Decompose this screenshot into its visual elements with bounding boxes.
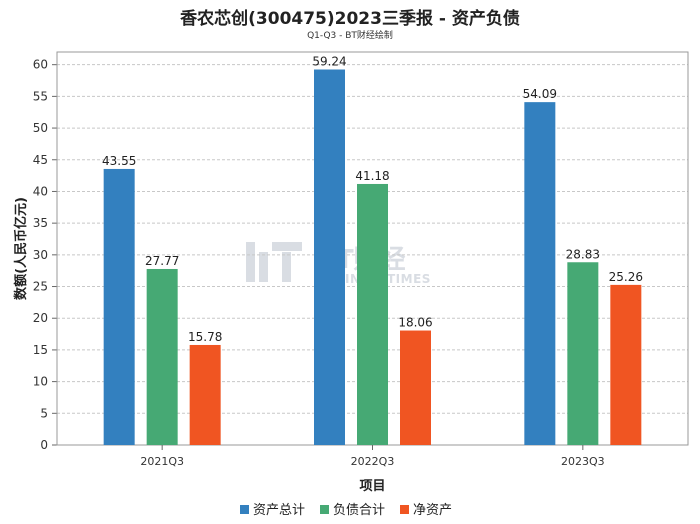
- y-tick-label: 20: [33, 311, 48, 325]
- x-tick-label: 2022Q3: [351, 455, 395, 468]
- y-tick-label: 35: [33, 216, 48, 230]
- bar: [146, 268, 178, 445]
- watermark-logo-bar: [246, 242, 255, 282]
- y-axis-label: 数额(人民币亿元): [13, 197, 29, 300]
- data-label: 28.83: [566, 247, 600, 261]
- y-tick-label: 25: [33, 280, 48, 294]
- y-tick-label: 60: [33, 58, 48, 72]
- data-label: 18.06: [398, 316, 432, 330]
- legend-label: 资产总计: [253, 503, 305, 518]
- bar: [357, 183, 388, 446]
- x-axis-label: 项目: [359, 479, 385, 494]
- bar: [524, 102, 556, 445]
- x-tick-label: 2021Q3: [140, 455, 184, 468]
- legend-swatch: [240, 505, 249, 514]
- watermark-logo-bar: [259, 252, 268, 282]
- y-tick-label: 40: [33, 184, 48, 198]
- watermark-logo-bar: [272, 242, 302, 251]
- bar: [567, 262, 599, 445]
- y-tick-label: 5: [40, 406, 48, 420]
- bar: [314, 69, 345, 445]
- x-tick-label: 2023Q3: [561, 455, 605, 468]
- legend-label: 负债合计: [333, 503, 385, 518]
- y-tick-label: 55: [33, 89, 48, 103]
- y-tick-label: 50: [33, 121, 48, 135]
- y-tick-label: 0: [40, 438, 48, 452]
- watermark-logo-bar: [282, 252, 291, 282]
- data-label: 59.24: [312, 54, 346, 68]
- legend-swatch: [320, 505, 329, 514]
- data-label: 27.77: [145, 254, 179, 268]
- bar: [189, 344, 221, 445]
- data-label: 54.09: [523, 87, 557, 101]
- data-label: 41.18: [355, 169, 389, 183]
- y-tick-label: 30: [33, 248, 48, 262]
- bar: [103, 168, 135, 445]
- data-label: 25.26: [609, 270, 643, 284]
- legend-label: 净资产: [413, 503, 452, 518]
- legend-swatch: [400, 505, 409, 514]
- y-tick-label: 10: [33, 375, 48, 389]
- legend: 资产总计 负债合计 净资产: [240, 503, 452, 518]
- data-label: 43.55: [102, 154, 136, 168]
- data-label: 15.78: [188, 330, 222, 344]
- bar: [610, 284, 642, 445]
- chart-title: 香农芯创(300475)2023三季报 - 资产负债: [180, 9, 520, 29]
- y-tick-label: 15: [33, 343, 48, 357]
- bar: [400, 330, 431, 445]
- y-tick-label: 45: [33, 153, 48, 167]
- chart-subtitle: Q1-Q3 - BT财经绘制: [307, 31, 393, 41]
